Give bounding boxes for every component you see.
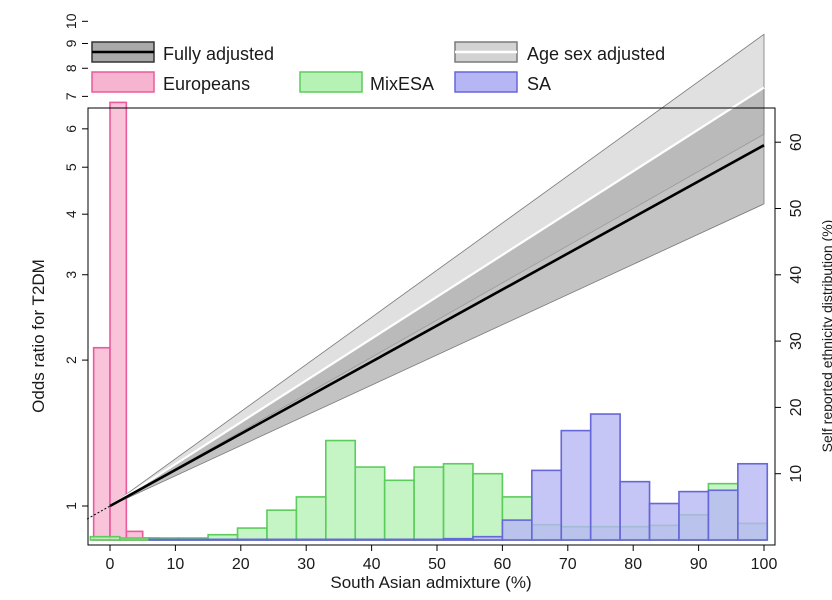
legend-swatch-mix: [299, 71, 363, 93]
histogram-bar-sa: [560, 429, 592, 541]
histogram-bar-sa: [413, 538, 445, 541]
x-tick-label: 40: [363, 556, 381, 573]
histogram-bar-mix: [295, 496, 327, 541]
y2-tick-label: 40: [788, 266, 805, 284]
y-axis-label: Odds ratio for T2DM: [29, 259, 48, 413]
x-tick-label: 80: [624, 556, 642, 573]
y-tick-label: 7: [63, 92, 79, 100]
histogram-bar-sa: [325, 538, 357, 541]
histogram-bar-mix: [383, 479, 415, 541]
y-tick-label: 2: [63, 356, 79, 364]
histogram-bar-mix: [236, 527, 268, 541]
histogram-bar-sa: [707, 489, 739, 541]
legend: Fully adjusted Age sex adjusted Europeans M…: [91, 41, 665, 94]
x-tick-label: 70: [559, 556, 577, 573]
x-tick-label: 100: [751, 556, 778, 573]
reference-line-dotted: [86, 505, 111, 520]
histogram-bar-sa: [266, 538, 298, 541]
histogram-bar-sa: [648, 502, 680, 541]
y2-tick-label: 10: [788, 465, 805, 483]
x-tick-label: 0: [106, 556, 115, 573]
histogram-bar-mix: [413, 466, 445, 541]
y2-tick-label: 60: [788, 133, 805, 151]
y-tick-label: 6: [63, 125, 79, 133]
x-tick-label: 90: [690, 556, 708, 573]
legend-label-eur: Europeans: [163, 74, 250, 94]
x-tick-label: 60: [494, 556, 512, 573]
histogram-bar-sa: [207, 538, 239, 541]
histogram-bar-sa: [442, 537, 474, 541]
histogram-bar-sa: [678, 490, 710, 541]
histogram-bar-eur: [109, 101, 128, 541]
histogram-bar-mix: [442, 462, 474, 541]
y2-axis-label: Self reported ethnicity distribution (%): [819, 220, 832, 453]
legend-swatch-sa: [454, 71, 518, 93]
y-tick-label: 1: [63, 502, 79, 510]
plot-frame: [87, 107, 776, 546]
histogram-bar-sa: [236, 538, 268, 541]
x-axis-label: South Asian admixture (%): [330, 573, 531, 592]
histogram-bar-mix: [89, 535, 121, 541]
x-tick-label: 50: [428, 556, 446, 573]
y2-tick-label: 50: [788, 200, 805, 218]
y-tick-label: 10: [63, 13, 79, 29]
histogram-bar-sa: [383, 538, 415, 541]
y-tick-label: 9: [63, 39, 79, 47]
line-fully: [109, 144, 765, 508]
histogram-bar-mix: [266, 509, 298, 541]
y-tick-label: 3: [63, 271, 79, 279]
histogram-bar-mix: [119, 537, 151, 541]
y-tick-label: 4: [63, 210, 79, 218]
legend-label-agesex: Age sex adjusted: [527, 44, 665, 64]
legend-swatch-eur: [91, 71, 155, 93]
x-tick-label: 10: [167, 556, 185, 573]
histogram-bar-sa: [531, 469, 563, 541]
y2-tick-label: 20: [788, 398, 805, 416]
histogram-bar-mix: [472, 472, 504, 541]
legend-label-mix: MixESA: [370, 74, 434, 94]
x-tick-label: 30: [297, 556, 315, 573]
histogram-bar-mix: [354, 466, 386, 541]
y2-tick-label: 30: [788, 332, 805, 350]
legend-label-sa: SA: [527, 74, 551, 94]
histogram-bar-sa: [501, 519, 533, 541]
histogram-sa: [148, 413, 769, 541]
histogram-bar-sa: [354, 538, 386, 541]
y-tick-label: 5: [63, 163, 79, 171]
y-tick-label: 8: [63, 64, 79, 72]
histogram-bar-sa: [619, 480, 651, 541]
x-tick-label: 20: [232, 556, 250, 573]
histogram-bar-sa: [148, 538, 180, 541]
histogram-bar-sa: [737, 462, 769, 541]
line-agesex: [109, 86, 765, 507]
histogram-bar-sa: [295, 538, 327, 541]
histogram-bar-sa: [589, 413, 621, 541]
histogram-bar-sa: [472, 535, 504, 541]
histogram-bar-mix: [325, 439, 357, 541]
legend-label-fully: Fully adjusted: [163, 44, 274, 64]
histogram-bar-sa: [177, 538, 209, 541]
